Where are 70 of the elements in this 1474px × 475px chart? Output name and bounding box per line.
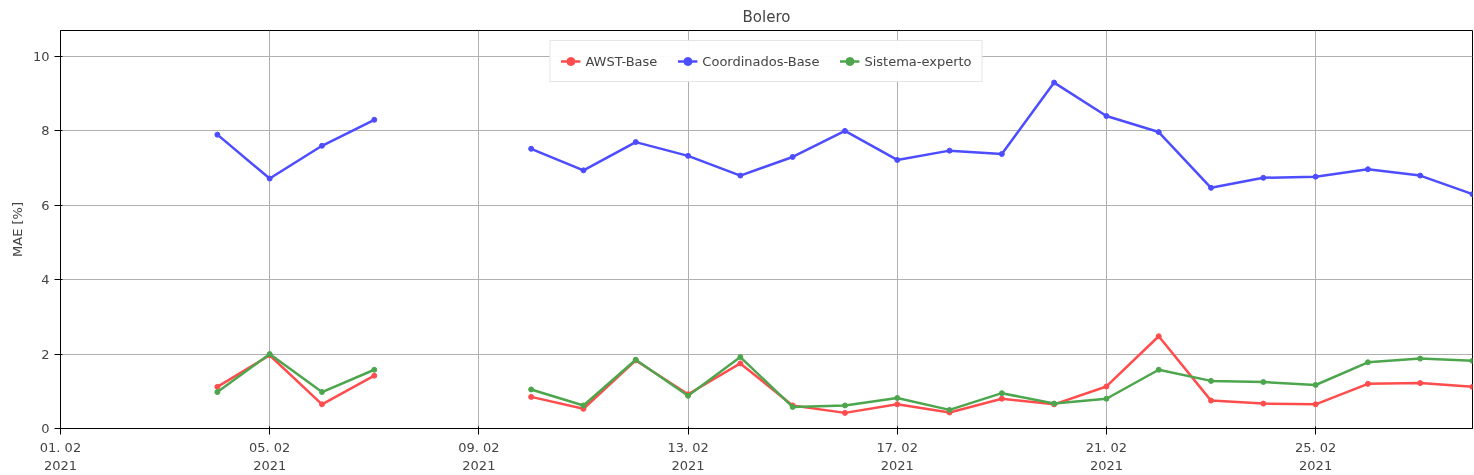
point [1417, 355, 1424, 362]
point [1364, 380, 1371, 387]
point [1051, 79, 1058, 86]
chart-title: Bolero [742, 7, 791, 26]
legend-label: Sistema-experto [864, 53, 972, 69]
point [371, 116, 378, 123]
x-tick-label: 17. 02 2021 [876, 439, 918, 473]
point [998, 395, 1005, 402]
point [1155, 129, 1162, 136]
x-tick-label: 05. 02 2021 [249, 439, 291, 473]
point [1103, 113, 1110, 120]
point [318, 142, 325, 149]
point [841, 127, 848, 134]
point [841, 409, 848, 416]
point [998, 151, 1005, 157]
point [1417, 172, 1424, 179]
x-tick-label: 09. 02 2021 [458, 439, 500, 473]
point [632, 139, 639, 146]
point [998, 390, 1005, 397]
point [1260, 379, 1267, 385]
point [1312, 173, 1319, 180]
point [1260, 400, 1267, 407]
point [1208, 397, 1215, 404]
point [737, 172, 744, 179]
point [946, 147, 953, 154]
point [214, 389, 221, 396]
point [1312, 401, 1319, 408]
point [1260, 174, 1267, 181]
point [528, 145, 535, 152]
point [841, 402, 848, 409]
point [894, 395, 901, 401]
point [737, 354, 744, 361]
point [1417, 380, 1424, 387]
point [1364, 359, 1371, 366]
x-tick-label: 01. 02 2021 [39, 439, 82, 473]
point [214, 383, 221, 390]
point [214, 131, 221, 138]
point [737, 360, 744, 367]
x-tick-label: 21. 02 2021 [1085, 439, 1128, 473]
point [894, 156, 901, 163]
point [318, 389, 325, 396]
legend-label: AWST-Base [585, 53, 658, 69]
point [371, 372, 378, 379]
point [371, 366, 378, 373]
point [1103, 383, 1110, 390]
point [318, 401, 325, 408]
y-tick-label: 2 [41, 346, 50, 362]
point [789, 153, 796, 160]
x-tick-label: 25. 02 2021 [1294, 439, 1337, 473]
point [685, 152, 692, 159]
point [1312, 381, 1319, 388]
y-tick-label: 10 [32, 49, 50, 65]
point [1208, 184, 1215, 191]
point [580, 167, 587, 174]
point [528, 386, 535, 393]
legend-label: Coordinados-Base [702, 53, 820, 69]
point [266, 175, 273, 182]
y-tick-label: 8 [41, 123, 50, 139]
point [1155, 333, 1162, 340]
x-tick-label: 13. 02 2021 [667, 439, 709, 473]
point [1155, 366, 1162, 373]
point [528, 393, 535, 400]
point [1364, 166, 1371, 173]
point [1103, 395, 1110, 402]
y-tick-label: 0 [41, 421, 50, 436]
point [894, 401, 901, 408]
point [1208, 377, 1215, 384]
y-tick-label: 6 [41, 197, 50, 213]
y-tick-label: 4 [41, 272, 50, 288]
y-axis-title: MAE [%] [9, 202, 25, 257]
